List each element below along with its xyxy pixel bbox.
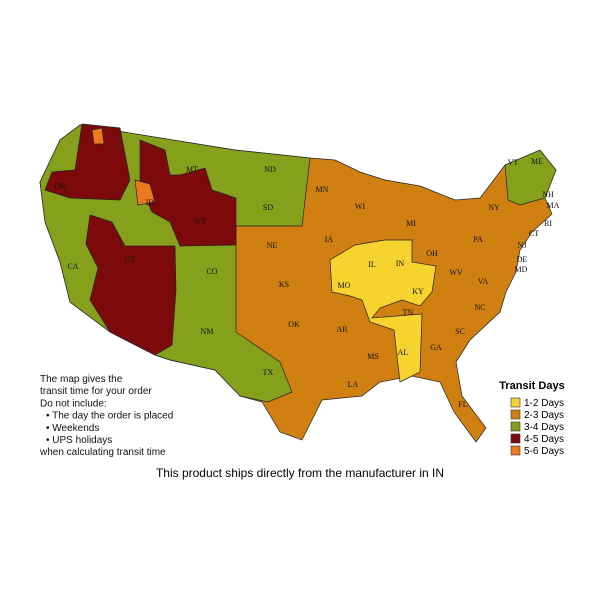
legend-label: 2-3 Days bbox=[524, 410, 564, 421]
state-label: NH bbox=[542, 190, 554, 199]
legend-swatch bbox=[510, 409, 521, 420]
us-map bbox=[39, 123, 557, 443]
note-line: The map gives the bbox=[40, 374, 123, 385]
state-label: VT bbox=[508, 158, 519, 167]
state-label: ID bbox=[146, 198, 155, 207]
state-label: AR bbox=[336, 325, 348, 334]
state-label: OR bbox=[54, 182, 66, 191]
state-label: GA bbox=[430, 343, 442, 352]
state-label: MI bbox=[406, 219, 416, 228]
footer: This product ships directly from the man… bbox=[156, 466, 444, 480]
zone-3-4-ne bbox=[504, 149, 557, 206]
note-line: transit time for your order bbox=[40, 386, 152, 397]
state-label: TX bbox=[263, 368, 274, 377]
note-line: • The day the order is placed bbox=[46, 411, 173, 422]
legend-label: 5-6 Days bbox=[524, 446, 564, 457]
zone-1-2 bbox=[329, 239, 437, 383]
state-label: ME bbox=[531, 157, 543, 166]
state-label: KS bbox=[279, 280, 289, 289]
state-label: UT bbox=[125, 255, 136, 264]
note-line: • Weekends bbox=[46, 423, 99, 434]
state-label: OK bbox=[288, 320, 300, 329]
state-label: NJ bbox=[518, 241, 527, 250]
state-label: WY bbox=[193, 217, 207, 226]
state-label: NM bbox=[201, 327, 214, 336]
state-label: RI bbox=[544, 219, 552, 228]
legend-title: Transit Days bbox=[499, 380, 564, 392]
legend-label: 3-4 Days bbox=[524, 422, 564, 433]
legend-swatch bbox=[510, 397, 521, 408]
note-line: Do not include: bbox=[40, 398, 107, 409]
state-label: MS bbox=[367, 352, 379, 361]
state-label: VA bbox=[478, 277, 489, 286]
state-label: MD bbox=[515, 265, 528, 274]
legend-swatch bbox=[510, 421, 521, 432]
state-label: ND bbox=[264, 165, 276, 174]
state-label: NC bbox=[474, 303, 485, 312]
zone-4-5-mt bbox=[139, 139, 237, 247]
state-label: PA bbox=[473, 235, 483, 244]
state-label: CO bbox=[206, 267, 217, 276]
legend-swatch bbox=[510, 445, 521, 456]
note-line: when calculating transit time bbox=[39, 447, 166, 458]
zone-5-6-wa bbox=[91, 127, 105, 145]
state-label: OH bbox=[426, 249, 438, 258]
state-label: WI bbox=[355, 202, 366, 211]
state-label: IA bbox=[325, 235, 334, 244]
state-labels: OR CA ID MT WY UT CO NM ND SD NE KS OK TX MN IA MO AR LA MS… bbox=[54, 157, 559, 409]
state-label: IL bbox=[368, 260, 376, 269]
state-label: LA bbox=[348, 380, 359, 389]
state-label: MO bbox=[338, 281, 351, 290]
state-label: DE bbox=[517, 255, 528, 264]
state-label: SC bbox=[455, 327, 465, 336]
legend-swatch bbox=[510, 433, 521, 444]
state-label: MA bbox=[547, 201, 560, 210]
zone-5-6 bbox=[134, 179, 156, 206]
state-label: AL bbox=[398, 348, 409, 357]
state-label: WV bbox=[449, 268, 463, 277]
state-label: CA bbox=[67, 262, 78, 271]
state-label: IN bbox=[396, 259, 405, 268]
note-line: • UPS holidays bbox=[46, 435, 112, 446]
state-label: NY bbox=[488, 203, 500, 212]
state-label: SD bbox=[263, 203, 273, 212]
state-label: MT bbox=[186, 165, 198, 174]
state-label: CT bbox=[529, 229, 539, 238]
legend-label: 4-5 Days bbox=[524, 434, 564, 445]
state-label: TN bbox=[403, 308, 414, 317]
state-label: MN bbox=[316, 185, 329, 194]
legend-label: 1-2 Days bbox=[524, 398, 564, 409]
zone-4-5-sw bbox=[85, 214, 177, 356]
zone-4-5-nw bbox=[44, 123, 131, 201]
state-label: FL bbox=[458, 400, 467, 409]
state-label: KY bbox=[412, 287, 424, 296]
state-label: NE bbox=[267, 241, 278, 250]
